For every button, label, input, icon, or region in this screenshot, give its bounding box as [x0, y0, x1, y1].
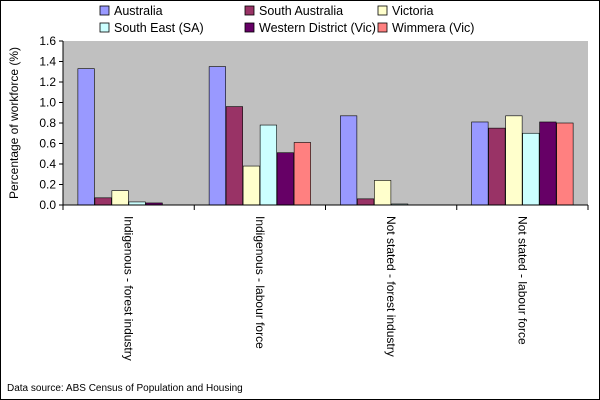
- legend-swatch: [377, 22, 388, 33]
- bar-south-australia-2: [225, 106, 243, 206]
- legend-label: South Australia: [259, 4, 343, 18]
- legend-swatch: [377, 5, 388, 16]
- bar-australia-4: [471, 121, 489, 206]
- bar-south-australia-3: [357, 198, 375, 206]
- legend-label: Western District (Vic): [259, 21, 376, 35]
- bar-south-east-sa-4: [522, 132, 540, 206]
- bar-victoria-3: [374, 180, 392, 206]
- bar-australia-3: [340, 115, 358, 206]
- legend-swatch: [244, 5, 255, 16]
- bar-western-district-vic-2: [276, 152, 294, 206]
- source-note: Data source: ABS Census of Population an…: [7, 383, 243, 394]
- y-tick-label: 1.4: [39, 55, 56, 69]
- y-axis-label: Percentage of workforce (%): [7, 47, 21, 199]
- bar-wimmera-vic-2: [293, 142, 311, 206]
- bars-group: [77, 66, 574, 206]
- legend-label: Wimmera (Vic): [392, 21, 474, 35]
- y-tick-label: 0.2: [39, 178, 56, 192]
- bar-australia-1: [77, 68, 95, 206]
- bar-south-australia-1: [94, 197, 112, 206]
- x-category-label: Not stated - labour force: [515, 216, 529, 345]
- legend-swatch: [99, 5, 110, 16]
- bar-south-east-sa-2: [259, 124, 277, 206]
- y-tick-label: 1.0: [39, 96, 56, 110]
- legend-swatch: [244, 22, 255, 33]
- x-category-label: Indigenous - forest industry: [122, 216, 136, 361]
- x-category-label: Indigenous - labour force: [253, 216, 267, 349]
- legend-label: Australia: [114, 4, 163, 18]
- y-tick-label: 1.2: [39, 75, 56, 89]
- legend: Australia South Australia Victoria South Ea…: [99, 4, 474, 35]
- bar-victoria-2: [242, 165, 260, 206]
- x-category-label: Not stated - forest industry: [384, 216, 398, 357]
- y-tick-label: 1.6: [39, 34, 56, 48]
- legend-swatch: [99, 22, 110, 33]
- legend-label: South East (SA): [114, 21, 204, 35]
- bar-australia-2: [208, 66, 226, 206]
- y-tick-labels: 0.0 0.2 0.4 0.6 0.8 1.0 1.2 1.4 1.6: [39, 34, 56, 212]
- legend-label: Victoria: [392, 4, 434, 18]
- y-tick-label: 0.4: [39, 157, 56, 171]
- y-tick-label: 0.6: [39, 137, 56, 151]
- bar-western-district-vic-4: [539, 121, 557, 206]
- bar-victoria-1: [111, 190, 129, 206]
- bar-victoria-4: [505, 115, 523, 206]
- bar-wimmera-vic-4: [556, 122, 574, 206]
- y-tick-label: 0.8: [39, 116, 56, 130]
- x-category-labels: Indigenous - forest industry Indigenous -…: [122, 216, 530, 361]
- y-tick-label: 0.0: [39, 198, 56, 212]
- axes-group: [59, 40, 589, 210]
- bar-south-australia-4: [488, 127, 506, 206]
